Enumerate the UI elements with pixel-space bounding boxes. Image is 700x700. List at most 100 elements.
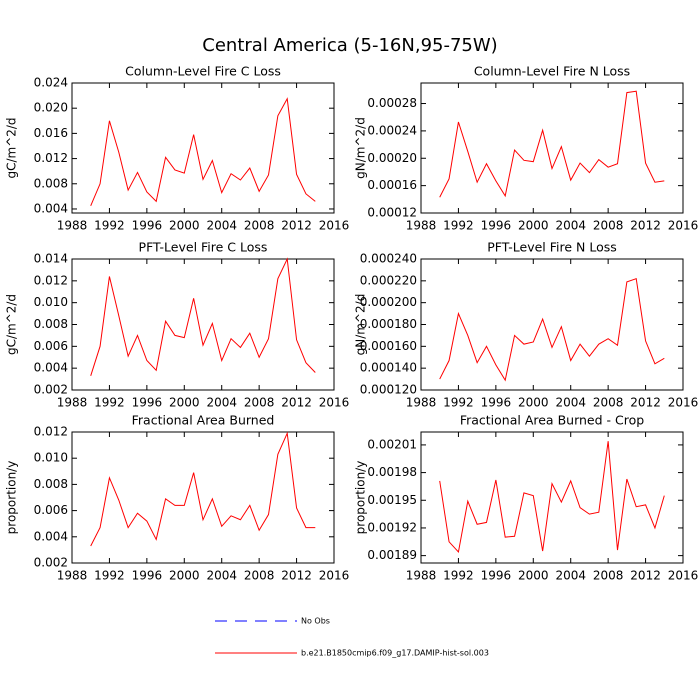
y-tick-label: 0.00020 bbox=[367, 151, 417, 165]
x-tick-label: 2016 bbox=[319, 219, 350, 233]
y-tick-label: 0.004 bbox=[34, 529, 68, 543]
y-tick-label: 0.00189 bbox=[367, 548, 417, 562]
x-tick-label: 1996 bbox=[481, 569, 512, 583]
y-tick-label: 0.00028 bbox=[367, 96, 417, 110]
data-line bbox=[439, 277, 665, 382]
y-tick-label: 0.020 bbox=[34, 101, 68, 115]
y-tick-label: 0.000160 bbox=[360, 339, 417, 353]
y-tick-label: 0.000120 bbox=[360, 383, 417, 397]
panel-title: PFT-Level Fire N Loss bbox=[487, 240, 617, 255]
y-axis-label: proportion/y bbox=[5, 461, 19, 535]
x-tick-label: 1992 bbox=[443, 396, 474, 410]
y-tick-label: 0.000240 bbox=[360, 252, 417, 266]
x-tick-label: 1988 bbox=[406, 569, 437, 583]
panel-title: Fractional Area Burned - Crop bbox=[460, 413, 644, 428]
y-tick-label: 0.000140 bbox=[360, 361, 417, 375]
x-tick-label: 1988 bbox=[406, 219, 437, 233]
plot-frame bbox=[420, 82, 684, 214]
x-tick-label: 1992 bbox=[94, 396, 125, 410]
x-tick-label: 2000 bbox=[518, 396, 549, 410]
y-tick-label: 0.00195 bbox=[367, 493, 417, 507]
y-tick-label: 0.010 bbox=[34, 295, 68, 309]
y-tick-label: 0.00192 bbox=[367, 520, 417, 534]
x-tick-label: 2008 bbox=[244, 569, 275, 583]
x-tick-label: 1992 bbox=[443, 219, 474, 233]
x-tick-label: 1992 bbox=[443, 569, 474, 583]
data-line bbox=[90, 97, 316, 207]
x-tick-label: 2004 bbox=[206, 219, 237, 233]
x-tick-label: 1996 bbox=[132, 569, 163, 583]
y-tick-label: 0.00198 bbox=[367, 465, 417, 479]
y-tick-label: 0.012 bbox=[34, 273, 68, 287]
y-tick-label: 0.008 bbox=[34, 317, 68, 331]
x-tick-label: 2012 bbox=[630, 569, 661, 583]
x-tick-label: 2004 bbox=[555, 569, 586, 583]
y-tick-label: 0.00016 bbox=[367, 178, 417, 192]
y-tick-label: 0.010 bbox=[34, 451, 68, 465]
y-tick-label: 0.00024 bbox=[367, 123, 417, 137]
x-tick-label: 2008 bbox=[593, 219, 624, 233]
x-tick-label: 2016 bbox=[668, 219, 699, 233]
panel-title: Fractional Area Burned bbox=[132, 413, 275, 428]
x-tick-label: 2008 bbox=[593, 396, 624, 410]
y-axis-label: gN/m^2/d bbox=[354, 294, 368, 356]
x-tick-label: 2016 bbox=[319, 569, 350, 583]
y-axis-label: proportion/y bbox=[354, 461, 368, 535]
x-tick-label: 2000 bbox=[518, 569, 549, 583]
y-tick-label: 0.00012 bbox=[367, 206, 417, 220]
x-tick-label: 2012 bbox=[630, 396, 661, 410]
y-tick-label: 0.012 bbox=[34, 425, 68, 439]
y-tick-label: 0.024 bbox=[34, 76, 68, 90]
y-tick-label: 0.016 bbox=[34, 126, 68, 140]
y-tick-label: 0.008 bbox=[34, 477, 68, 491]
y-tick-label: 0.006 bbox=[34, 339, 68, 353]
plot-frame bbox=[420, 431, 684, 564]
x-tick-label: 2000 bbox=[169, 569, 200, 583]
panel-title: Column-Level Fire C Loss bbox=[125, 64, 281, 79]
x-tick-label: 2004 bbox=[206, 396, 237, 410]
x-tick-label: 2008 bbox=[593, 569, 624, 583]
x-tick-label: 1996 bbox=[481, 219, 512, 233]
x-tick-label: 2012 bbox=[281, 569, 312, 583]
x-tick-label: 2016 bbox=[319, 396, 350, 410]
y-axis-label: gC/m^2/d bbox=[5, 117, 19, 178]
plot-frame bbox=[71, 82, 335, 214]
y-tick-label: 0.006 bbox=[34, 503, 68, 517]
y-axis-label: gN/m^2/d bbox=[354, 117, 368, 179]
x-tick-label: 1996 bbox=[132, 219, 163, 233]
x-tick-label: 2012 bbox=[281, 396, 312, 410]
x-tick-label: 2008 bbox=[244, 396, 275, 410]
y-tick-label: 0.00201 bbox=[367, 437, 417, 451]
plot-frame bbox=[420, 258, 684, 391]
x-tick-label: 2012 bbox=[630, 219, 661, 233]
plot-frame bbox=[71, 431, 335, 564]
legend-label: No Obs bbox=[301, 617, 330, 626]
legend-label: b.e21.B1850cmip6.f09_g17.DAMIP-hist-sol.… bbox=[301, 649, 489, 658]
x-tick-label: 1988 bbox=[57, 569, 88, 583]
y-tick-label: 0.008 bbox=[34, 176, 68, 190]
data-line bbox=[439, 441, 665, 554]
x-tick-label: 2008 bbox=[244, 219, 275, 233]
x-tick-label: 2004 bbox=[555, 219, 586, 233]
x-tick-label: 2012 bbox=[281, 219, 312, 233]
x-tick-label: 2016 bbox=[668, 396, 699, 410]
y-tick-label: 0.002 bbox=[34, 556, 68, 570]
panel-title: PFT-Level Fire C Loss bbox=[139, 240, 268, 255]
x-tick-label: 2016 bbox=[668, 569, 699, 583]
x-tick-label: 1996 bbox=[481, 396, 512, 410]
x-tick-label: 2000 bbox=[518, 219, 549, 233]
x-tick-label: 2004 bbox=[555, 396, 586, 410]
x-tick-label: 2004 bbox=[206, 569, 237, 583]
data-line bbox=[90, 431, 316, 547]
y-tick-label: 0.014 bbox=[34, 252, 68, 266]
y-tick-label: 0.000200 bbox=[360, 295, 417, 309]
plot-frame bbox=[71, 258, 335, 391]
y-tick-label: 0.004 bbox=[34, 201, 68, 215]
x-tick-label: 1988 bbox=[57, 396, 88, 410]
data-line bbox=[439, 90, 665, 198]
y-tick-label: 0.000180 bbox=[360, 317, 417, 331]
x-tick-label: 2000 bbox=[169, 219, 200, 233]
figure-title: Central America (5-16N,95-75W) bbox=[202, 35, 497, 56]
x-tick-label: 1988 bbox=[57, 219, 88, 233]
